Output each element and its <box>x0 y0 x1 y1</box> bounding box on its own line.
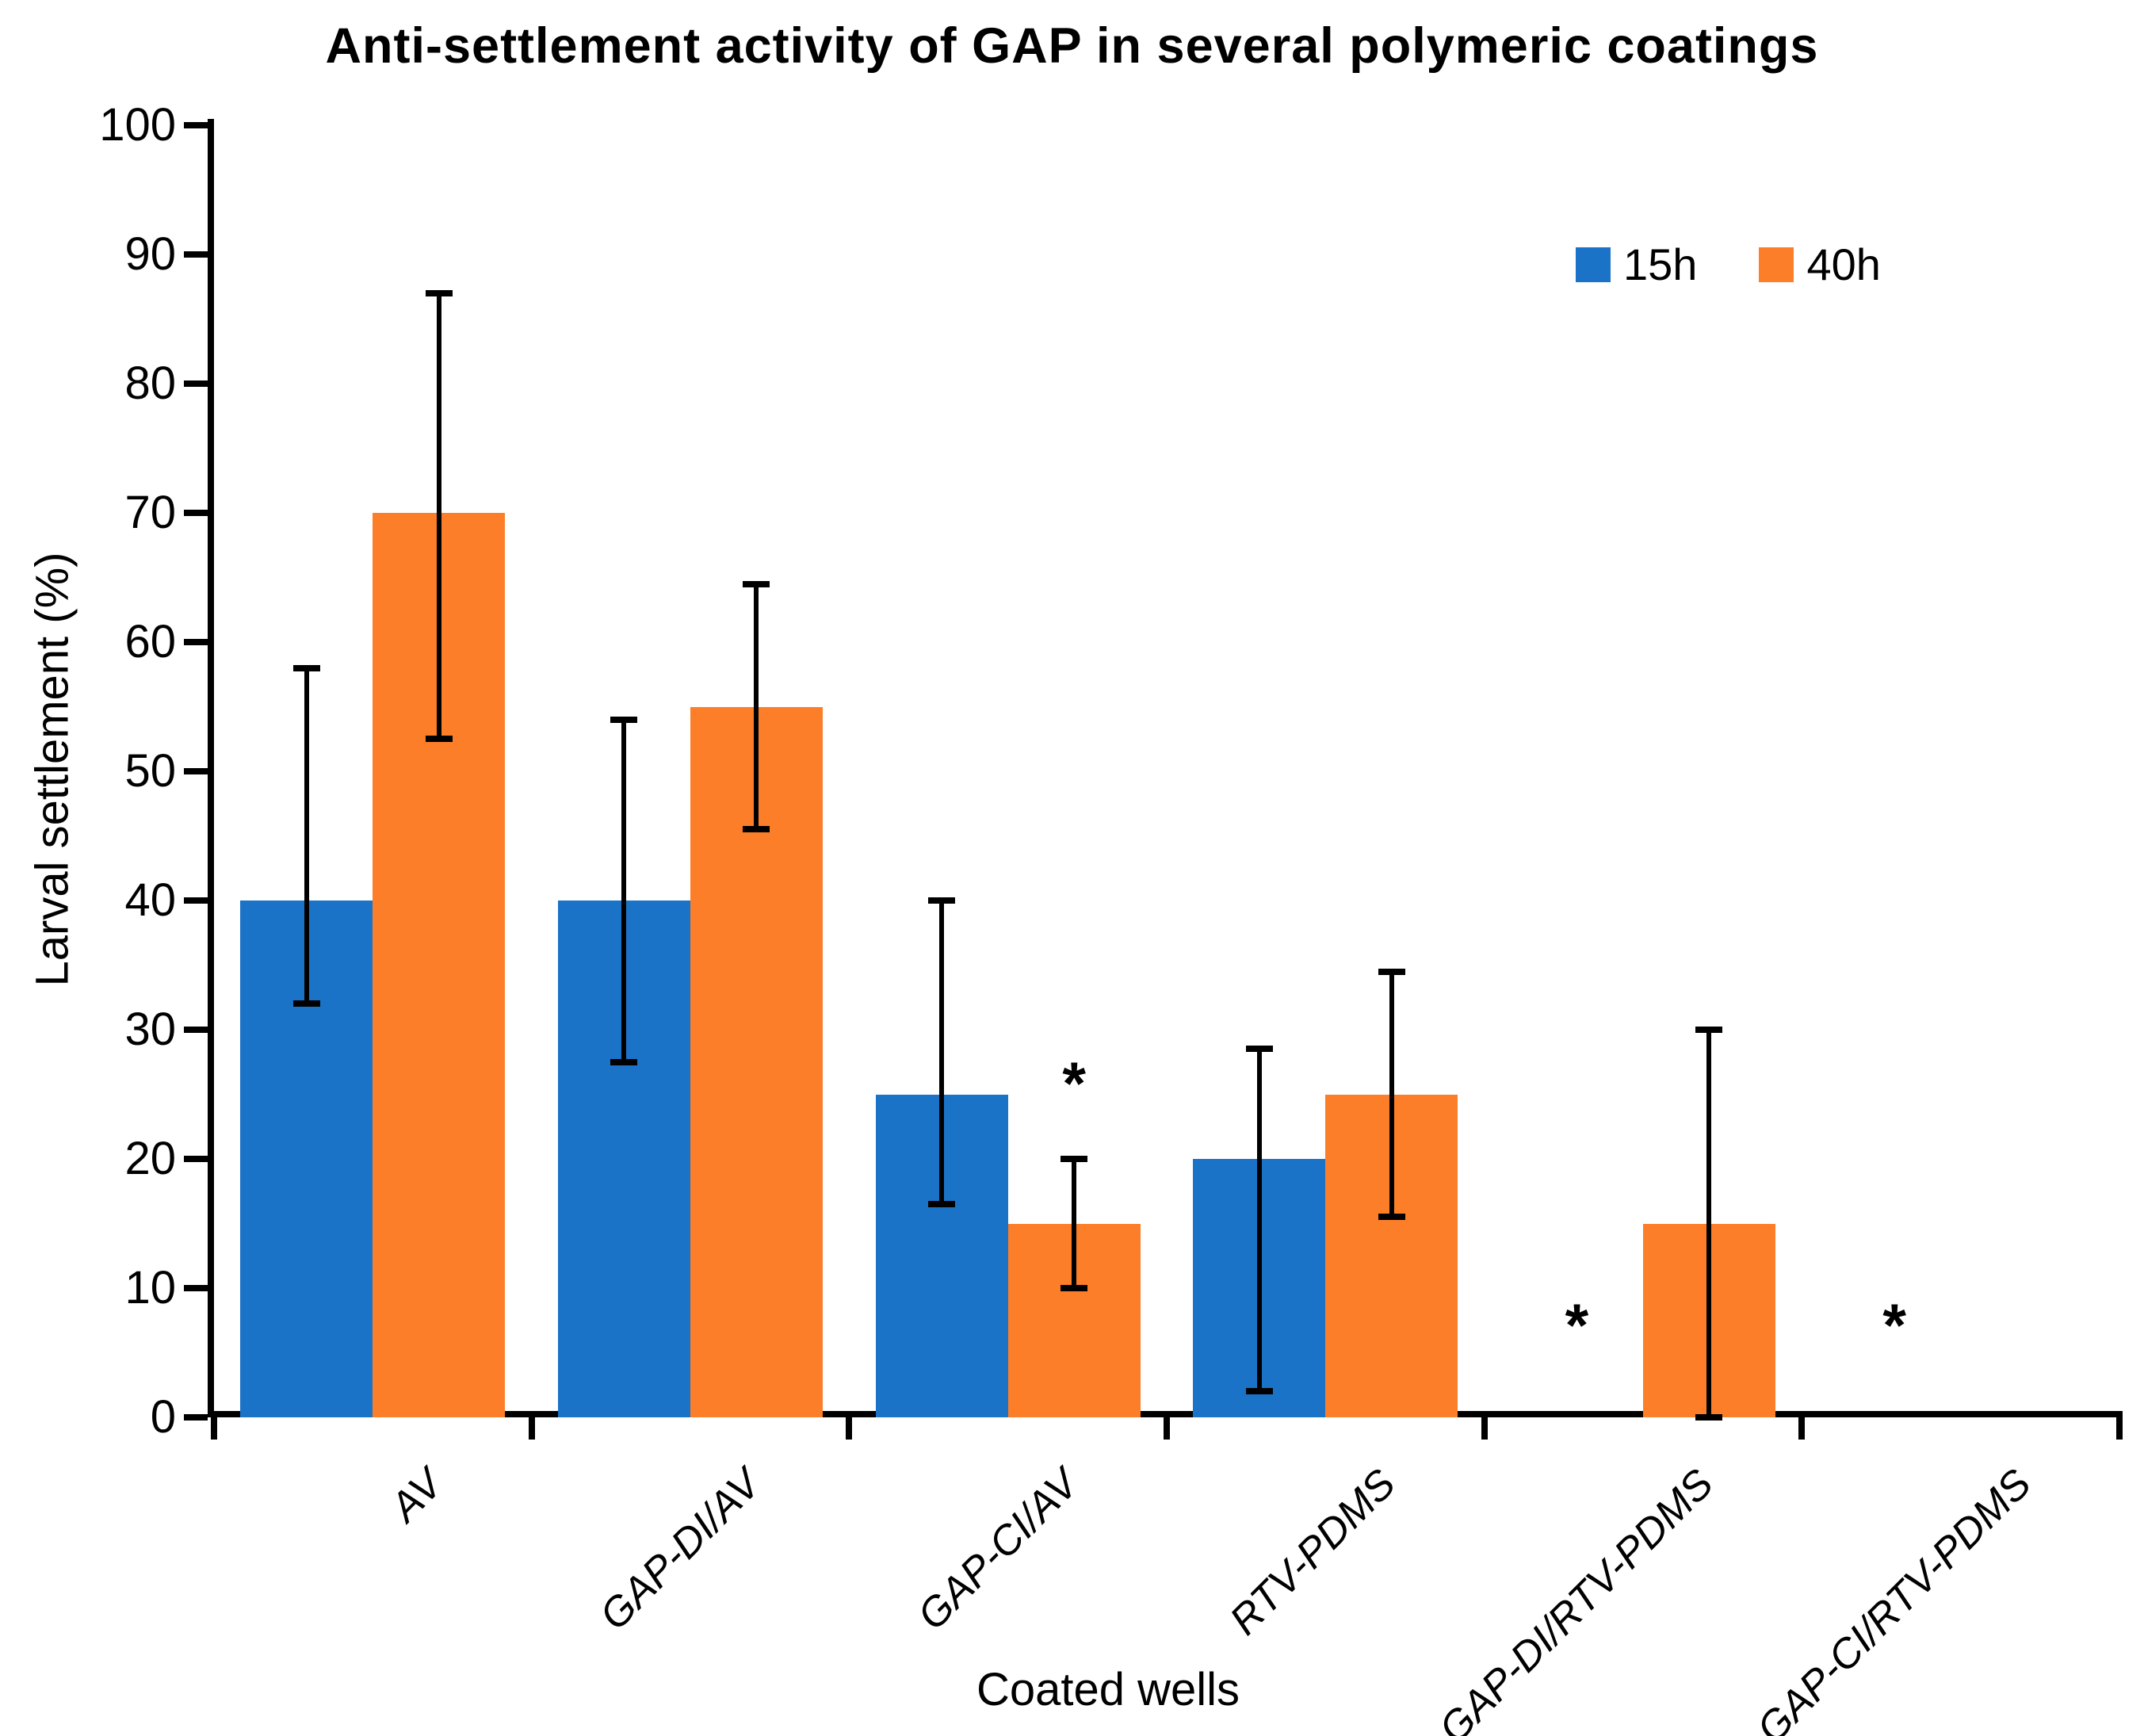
y-tick-label: 40 <box>124 874 176 926</box>
y-tick-label: 20 <box>124 1133 176 1184</box>
y-tick-label: 80 <box>124 358 176 409</box>
chart-title: Anti-settlement activity of GAP in sever… <box>325 18 1819 74</box>
y-axis-line <box>208 119 214 1417</box>
legend-label-40h: 40h <box>1806 239 1881 289</box>
y-tick <box>184 1285 208 1291</box>
legend-item-15h: 15h <box>1576 243 1697 287</box>
error-bar-cap-top <box>292 664 320 671</box>
x-tick <box>1481 1417 1488 1440</box>
y-tick-label: 100 <box>99 99 176 151</box>
error-bar-cap-top <box>610 716 638 723</box>
error-bar-line <box>1072 1159 1077 1288</box>
error-bar-cap-top <box>928 897 956 904</box>
y-tick <box>184 380 208 387</box>
error-bar-line <box>304 667 309 1004</box>
y-tick <box>184 251 208 258</box>
x-tick <box>528 1417 535 1440</box>
y-tick-label: 0 <box>150 1391 176 1443</box>
error-bar-cap-bottom <box>743 826 770 833</box>
error-bar-line <box>621 719 627 1062</box>
y-tick <box>184 897 208 904</box>
error-bar-cap-top <box>1695 1027 1723 1033</box>
y-tick <box>184 768 208 774</box>
y-tick <box>184 1027 208 1033</box>
y-tick <box>184 1156 208 1162</box>
y-tick-label: 50 <box>124 745 176 797</box>
x-axis-title: Coated wells <box>976 1664 1240 1715</box>
error-bar-cap-bottom <box>928 1201 956 1208</box>
error-bar-cap-bottom <box>1695 1414 1723 1421</box>
x-tick <box>846 1417 853 1440</box>
error-bar-line <box>1389 971 1394 1218</box>
legend-swatch-40h <box>1759 247 1794 282</box>
y-tick-label: 60 <box>124 616 176 667</box>
error-bar-cap-bottom <box>1378 1214 1405 1221</box>
error-bar-cap-top <box>1061 1156 1088 1162</box>
y-tick-label: 10 <box>124 1262 176 1313</box>
y-tick-label: 30 <box>124 1004 176 1055</box>
significance-star: * <box>1882 1292 1906 1359</box>
significance-star: * <box>1565 1292 1589 1359</box>
error-bar-line <box>939 901 945 1205</box>
y-tick <box>184 122 208 128</box>
error-bar-cap-top <box>425 289 453 296</box>
x-tick <box>211 1417 217 1440</box>
error-bar-line <box>1256 1049 1262 1392</box>
error-bar-line <box>436 293 441 740</box>
legend-item-40h: 40h <box>1759 239 1881 289</box>
category-label-av: AV <box>382 1460 453 1531</box>
x-tick <box>1164 1417 1170 1440</box>
y-tick-label: 90 <box>124 228 176 280</box>
y-tick <box>184 639 208 645</box>
error-bar-cap-top <box>743 580 770 587</box>
error-bar-cap-bottom <box>1061 1285 1088 1291</box>
legend-swatch-15h <box>1576 247 1611 282</box>
error-bar-cap-top <box>1378 968 1405 975</box>
error-bar-cap-bottom <box>610 1058 638 1065</box>
x-tick <box>1798 1417 1806 1440</box>
legend: 15h 40h <box>1576 243 1881 287</box>
error-bar-cap-bottom <box>425 736 453 743</box>
significance-star: * <box>1062 1050 1086 1118</box>
legend-label-15h: 15h <box>1623 239 1698 289</box>
x-axis-line <box>208 1411 2123 1417</box>
y-tick <box>184 510 208 516</box>
x-tick <box>2116 1417 2123 1440</box>
error-bar-line <box>1706 1030 1712 1417</box>
error-bar-cap-bottom <box>1245 1388 1273 1395</box>
y-tick-label: 70 <box>124 487 176 538</box>
error-bar-line <box>754 583 759 830</box>
error-bar-cap-top <box>1245 1046 1273 1053</box>
y-tick <box>184 1414 208 1421</box>
error-bar-cap-bottom <box>292 1000 320 1008</box>
